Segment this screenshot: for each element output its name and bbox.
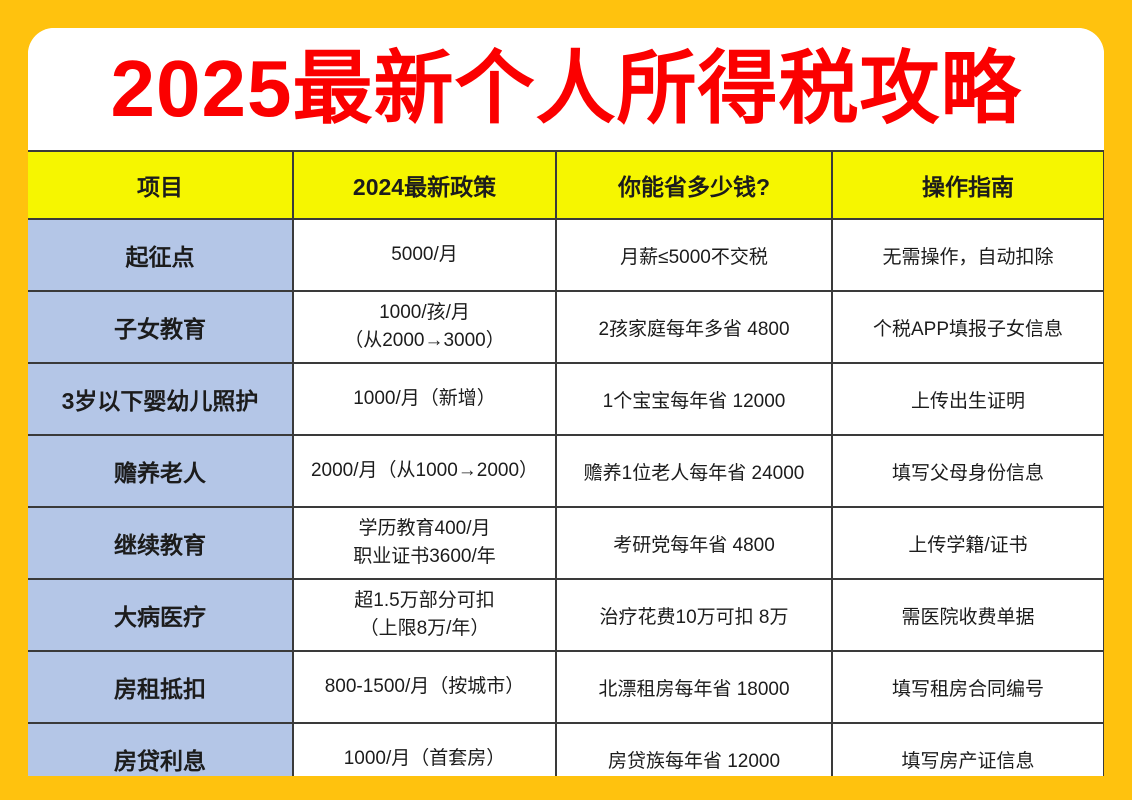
- policy-line: （上限8万/年）: [359, 618, 490, 639]
- savings-cell: 考研党每年省 4800: [555, 506, 833, 580]
- header-row: 项目 2024最新政策 你能省多少钱? 操作指南: [28, 150, 1104, 220]
- savings-cell: 2孩家庭每年多省 4800: [555, 290, 833, 364]
- policy-line: （从2000→3000）: [344, 330, 505, 351]
- item-cell: 房租抵扣: [28, 650, 294, 724]
- policy-cell: 800-1500/月（按城市）: [292, 650, 557, 724]
- item-cell: 赡养老人: [28, 434, 294, 508]
- savings-cell: 房贷族每年省 12000: [555, 722, 833, 776]
- table-row: 赡养老人 2000/月（从1000→2000） 赡养1位老人每年省 24000 填写父…: [28, 434, 1104, 508]
- guide-cell: 上传出生证明: [831, 362, 1104, 436]
- table-row: 房租抵扣 800-1500/月（按城市） 北漂租房每年省 18000 填写租房合同编号: [28, 650, 1104, 724]
- header-guide: 操作指南: [831, 150, 1104, 220]
- savings-cell: 治疗花费10万可扣 8万: [555, 578, 833, 652]
- policy-line: 5000/月: [391, 244, 458, 266]
- title-bar: 2025最新个人所得税攻略: [28, 28, 1104, 150]
- policy-line: 2000/月（从1000→2000）: [310, 460, 539, 482]
- policy-line: 职业证书3600/年: [353, 546, 496, 567]
- table-row: 子女教育 1000/孩/月 （从2000→3000） 2孩家庭每年多省 4800 个税A…: [28, 290, 1104, 364]
- savings-cell: 赡养1位老人每年省 24000: [555, 434, 833, 508]
- policy-line: 学历教育400/月: [358, 518, 491, 540]
- header-item: 项目: [28, 150, 294, 220]
- table-header: 项目 2024最新政策 你能省多少钱? 操作指南: [28, 150, 1104, 220]
- policy-cell: 1000/孩/月 （从2000→3000）: [292, 290, 557, 364]
- policy-cell: 超1.5万部分可扣 （上限8万/年）: [292, 578, 557, 652]
- policy-cell: 1000/月（首套房）: [292, 722, 557, 776]
- table-row: 继续教育 学历教育400/月 职业证书3600/年 考研党每年省 4800 上传学籍/证…: [28, 506, 1104, 580]
- savings-cell: 北漂租房每年省 18000: [555, 650, 833, 724]
- guide-cell: 需医院收费单据: [831, 578, 1104, 652]
- item-cell: 起征点: [28, 218, 294, 292]
- table-body: 起征点 5000/月 月薪≤5000不交税 无需操作，自动扣除 子女教育 1000/孩/月…: [28, 218, 1104, 776]
- item-cell: 房贷利息: [28, 722, 294, 776]
- table-row: 起征点 5000/月 月薪≤5000不交税 无需操作，自动扣除: [28, 218, 1104, 292]
- policy-line: 1000/孩/月: [379, 302, 470, 324]
- policy-cell: 5000/月: [292, 218, 557, 292]
- poster-panel: 2025最新个人所得税攻略 项目 2024最新政策 你能省多少钱? 操作指南 起…: [28, 28, 1104, 776]
- page-title: 2025最新个人所得税攻略: [110, 44, 1022, 133]
- item-cell: 子女教育: [28, 290, 294, 364]
- policy-line: 800-1500/月（按城市）: [324, 676, 525, 698]
- policy-cell: 2000/月（从1000→2000）: [292, 434, 557, 508]
- item-cell: 3岁以下婴幼儿照护: [28, 362, 294, 436]
- policy-line: 1000/月（首套房）: [343, 748, 506, 770]
- table-row: 3岁以下婴幼儿照护 1000/月（新增） 1个宝宝每年省 12000 上传出生证明: [28, 362, 1104, 436]
- policy-cell: 1000/月（新增）: [292, 362, 557, 436]
- savings-cell: 月薪≤5000不交税: [555, 218, 833, 292]
- guide-cell: 无需操作，自动扣除: [831, 218, 1104, 292]
- header-policy: 2024最新政策: [292, 150, 557, 220]
- policy-line: 超1.5万部分可扣: [354, 590, 495, 612]
- guide-cell: 填写房产证信息: [831, 722, 1104, 776]
- savings-cell: 1个宝宝每年省 12000: [555, 362, 833, 436]
- policy-line: 1000/月（新增）: [353, 388, 496, 410]
- guide-cell: 填写租房合同编号: [831, 650, 1104, 724]
- guide-cell: 填写父母身份信息: [831, 434, 1104, 508]
- item-cell: 继续教育: [28, 506, 294, 580]
- table-row: 大病医疗 超1.5万部分可扣 （上限8万/年） 治疗花费10万可扣 8万 需医院收费单据: [28, 578, 1104, 652]
- tax-strategy-table: 项目 2024最新政策 你能省多少钱? 操作指南 起征点 5000/月 月薪≤500…: [28, 150, 1104, 776]
- item-cell: 大病医疗: [28, 578, 294, 652]
- guide-cell: 上传学籍/证书: [831, 506, 1104, 580]
- table-row: 房贷利息 1000/月（首套房） 房贷族每年省 12000 填写房产证信息: [28, 722, 1104, 776]
- header-savings: 你能省多少钱?: [555, 150, 833, 220]
- policy-cell: 学历教育400/月 职业证书3600/年: [292, 506, 557, 580]
- guide-cell: 个税APP填报子女信息: [831, 290, 1104, 364]
